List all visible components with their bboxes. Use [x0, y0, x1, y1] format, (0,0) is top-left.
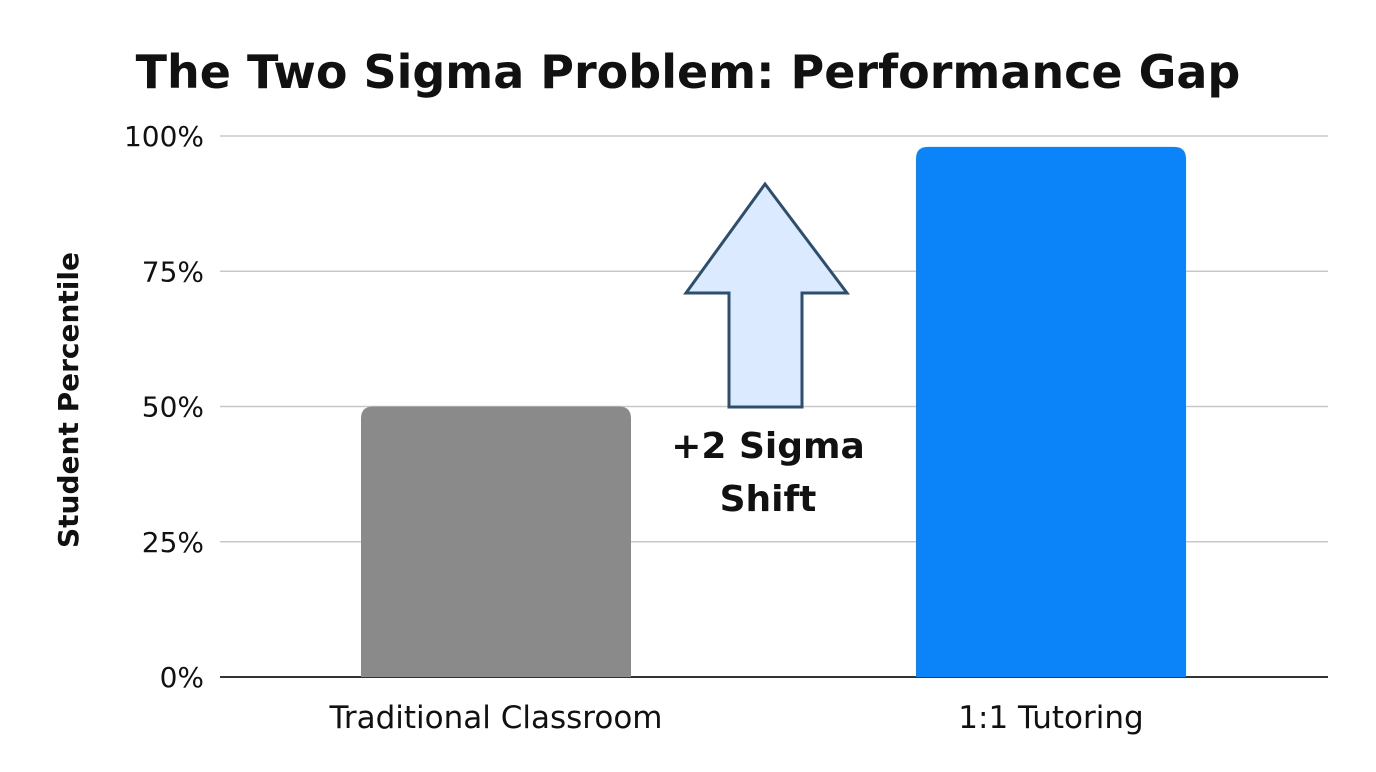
up-arrow-icon	[683, 181, 851, 409]
y-tick-label: 75%	[142, 255, 204, 288]
x-tick-layer: Traditional Classroom 1:1 Tutoring	[328, 700, 1143, 736]
y-tick-label: 25%	[142, 526, 204, 559]
bar	[916, 146, 1186, 677]
bar-layer	[361, 146, 1186, 677]
y-tick-label: 50%	[142, 391, 204, 424]
bar	[361, 406, 631, 677]
annotation-label: +2 Sigma	[671, 426, 865, 467]
x-category-label: 1:1 Tutoring	[958, 700, 1143, 736]
annotation-layer: +2 Sigma Shift	[671, 181, 865, 520]
x-category-label: Traditional Classroom	[328, 700, 662, 736]
annotation-label: Shift	[720, 479, 817, 520]
y-axis-label: Student Percentile	[52, 252, 85, 548]
y-tick-label: 0%	[160, 661, 204, 694]
y-tick-layer: 0% 25% 50% 75% 100%	[124, 120, 204, 694]
chart-title: The Two Sigma Problem: Performance Gap	[136, 45, 1241, 99]
y-tick-label: 100%	[124, 120, 204, 153]
